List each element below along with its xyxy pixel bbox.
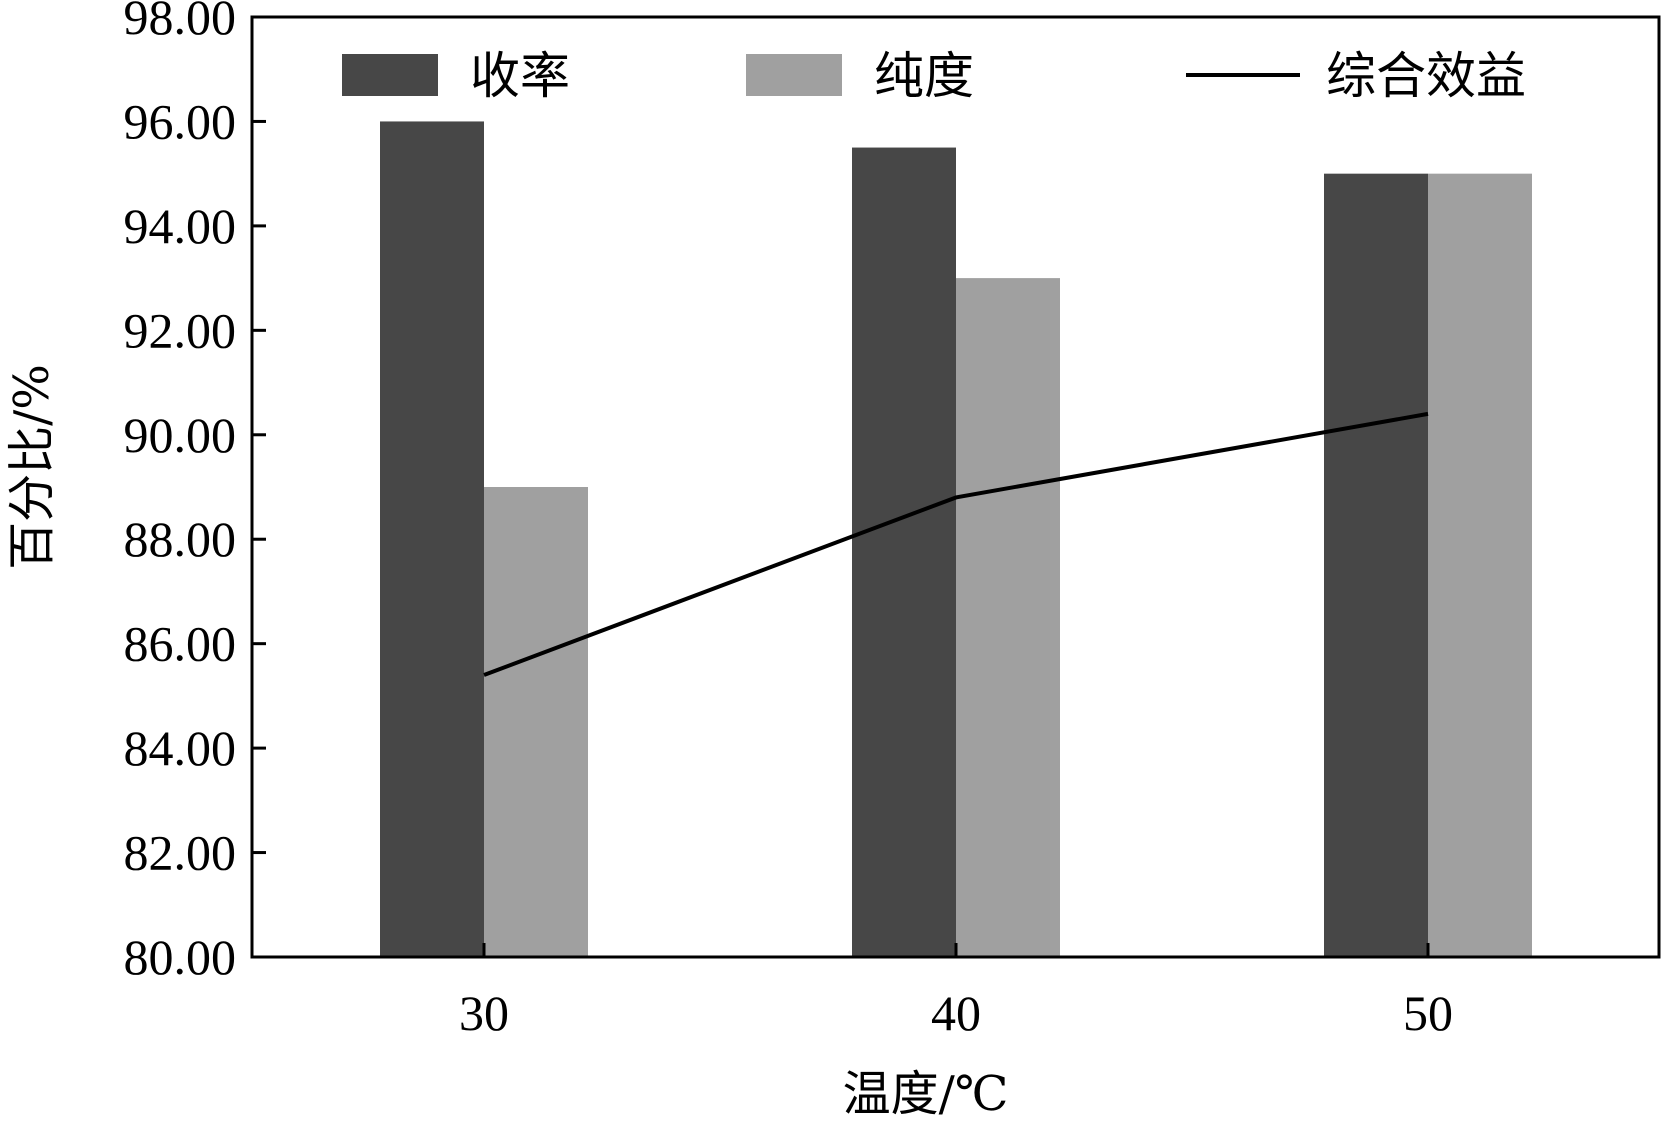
y-tick-label: 96.00 [124, 93, 237, 149]
legend-label: 综合效益 [1326, 47, 1526, 105]
y-tick-label: 82.00 [124, 825, 237, 881]
y-axis: 80.00 82.00 84.00 86.00 88.00 90.00 92.00 94.00… [124, 0, 266, 985]
y-tick-label: 98.00 [124, 0, 237, 45]
y-tick-label: 90.00 [124, 407, 237, 463]
y-tick-label: 94.00 [124, 198, 237, 254]
x-tick-label: 40 [931, 985, 981, 1041]
bar-yield-30 [380, 121, 484, 957]
line-layer [483, 411, 1429, 677]
bar-yield-50 [1324, 173, 1428, 957]
x-tick-label: 30 [459, 985, 509, 1041]
x-axis: 30 40 50 [459, 943, 1453, 1041]
legend-swatch [746, 54, 842, 96]
x-axis-title: 温度/℃ [843, 1066, 1009, 1122]
bar-yield-40 [852, 147, 956, 958]
y-tick-label: 86.00 [124, 616, 237, 672]
bar-purity-40 [956, 278, 1060, 958]
bar-purity-30 [484, 487, 588, 957]
bars-layer [380, 121, 1532, 958]
legend-label: 纯度 [874, 47, 974, 105]
y-axis-title: 百分比/% [4, 364, 60, 570]
y-tick-label: 80.00 [124, 929, 237, 985]
y-tick-label: 92.00 [124, 302, 237, 358]
y-tick-label: 88.00 [124, 511, 237, 567]
legend: 收率 纯度 综合效益 [342, 47, 1526, 105]
legend-label: 收率 [470, 47, 570, 105]
y-tick-label: 84.00 [124, 720, 237, 776]
bar-purity-50 [1428, 173, 1532, 957]
line-combined-benefit [483, 411, 1429, 677]
legend-swatch [342, 54, 438, 96]
x-tick-label: 50 [1403, 985, 1453, 1041]
